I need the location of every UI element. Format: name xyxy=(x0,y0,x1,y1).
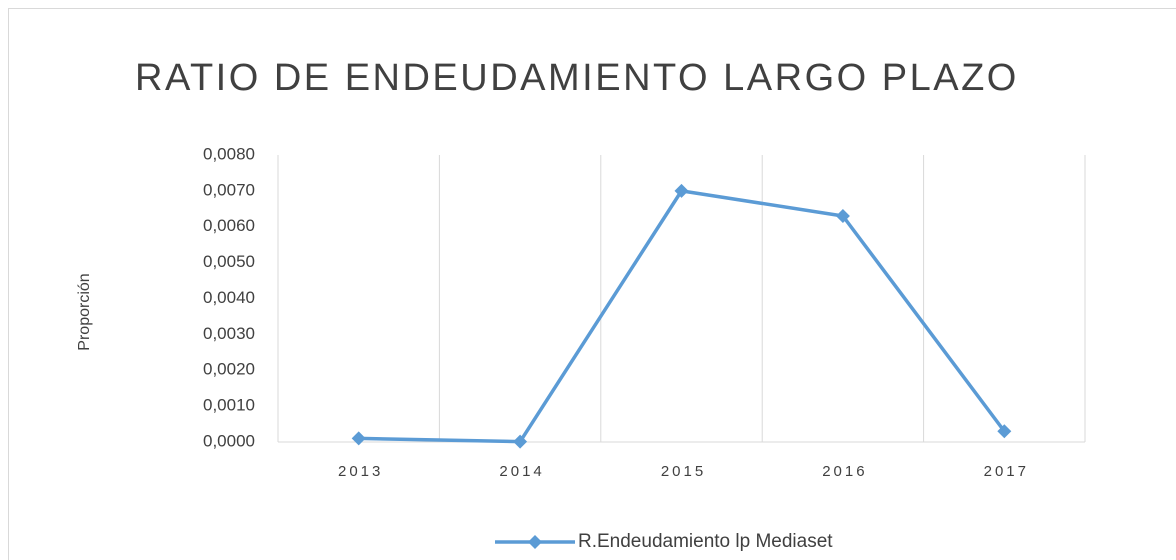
y-tick-label: 0,0070 xyxy=(203,180,255,199)
y-tick-label: 0,0040 xyxy=(203,288,255,307)
chart-title: RATIO DE ENDEUDAMIENTO LARGO PLAZO xyxy=(135,57,1019,99)
legend-label: R.Endeudamiento lp Mediaset xyxy=(578,531,833,552)
data-point xyxy=(674,183,689,198)
data-point xyxy=(997,424,1012,439)
y-tick-label: 0,0020 xyxy=(203,360,255,379)
y-tick-label: 0,0000 xyxy=(203,431,255,450)
y-tick-label: 0,0030 xyxy=(203,324,255,343)
data-point xyxy=(351,431,366,446)
legend-marker xyxy=(528,535,542,549)
x-tick-label: 2017 xyxy=(984,463,1029,480)
x-tick-label: 2016 xyxy=(822,463,867,480)
chart-border xyxy=(8,8,1176,560)
x-tick-label: 2013 xyxy=(338,463,383,480)
y-axis-label: Proporción xyxy=(76,273,93,350)
data-point xyxy=(513,434,528,449)
data-point xyxy=(835,208,850,223)
y-tick-label: 0,0080 xyxy=(203,144,255,163)
x-tick-label: 2015 xyxy=(661,463,706,480)
y-tick-label: 0,0060 xyxy=(203,216,255,235)
x-tick-label: 2014 xyxy=(499,463,544,480)
y-tick-label: 0,0010 xyxy=(203,396,255,415)
y-tick-label: 0,0050 xyxy=(203,252,255,271)
